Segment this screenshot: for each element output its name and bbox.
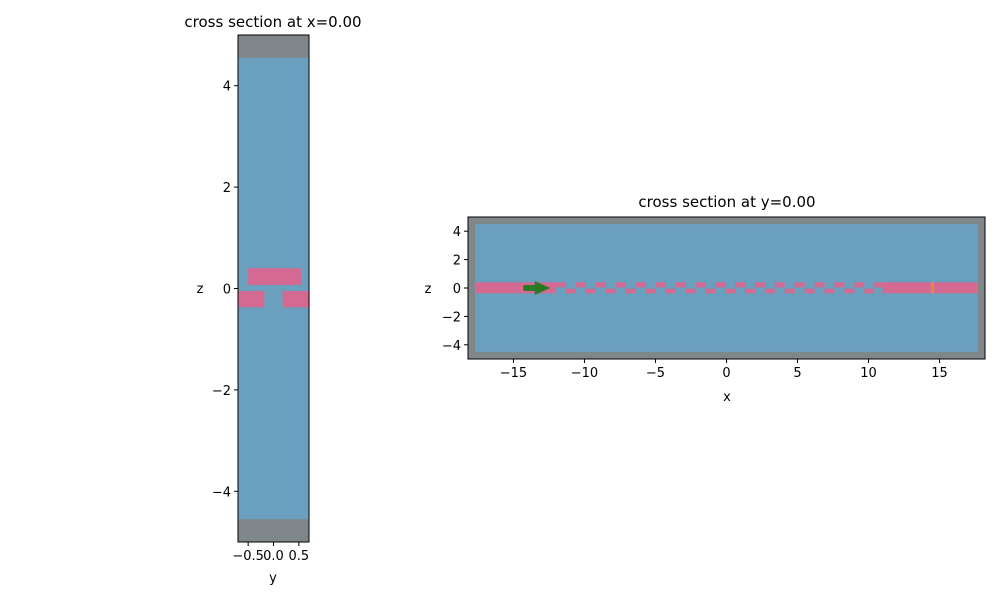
grating-tooth-lower: [824, 288, 835, 294]
right-ytick-label: −2: [442, 310, 461, 325]
right-panel-xlabel: x: [723, 390, 731, 405]
left-yticks: −4 −2 0 2 4: [212, 80, 238, 500]
grating-tooth-upper: [854, 282, 865, 288]
grating-tooth-upper: [794, 282, 805, 288]
right-panel-title: cross section at y=0.00: [638, 193, 815, 211]
grating-tooth-lower: [725, 288, 736, 294]
lower-waveguide-right: [282, 291, 309, 308]
grating-tooth-lower: [784, 288, 795, 294]
right-xtick-label: 0: [722, 366, 730, 381]
grating-tooth-lower: [665, 288, 676, 294]
grating-tooth-upper: [874, 282, 885, 288]
grating-tooth-lower: [764, 288, 775, 294]
right-ytick-label: 0: [453, 282, 461, 297]
right-xticks: −15 −10 −5 0 5 10 15: [500, 359, 948, 381]
pml-band: [238, 35, 309, 58]
right-xtick-label: 5: [793, 366, 801, 381]
left-panel-title: cross section at x=0.00: [184, 13, 361, 31]
grating-tooth-upper: [655, 282, 666, 288]
grating-tooth-lower: [804, 288, 815, 294]
lower-waveguide-left: [238, 291, 265, 308]
grating-tooth-lower: [625, 288, 636, 294]
left-xtick-label: 0.5: [289, 549, 310, 564]
grating-tooth-upper: [735, 282, 745, 288]
grating-tooth-upper: [754, 282, 765, 288]
cross-section-y-panel: cross section at y=0.00 x z −15 −10 −5 0 5 10…: [425, 193, 986, 405]
grating-tooth-lower: [685, 288, 696, 294]
grating-tooth-lower: [705, 288, 716, 294]
grating-tooth-lower: [844, 288, 855, 294]
grating-tooth-upper: [615, 282, 626, 288]
left-xticks: −0.5 0.0 0.5: [232, 542, 309, 564]
output-waveguide: [882, 282, 978, 294]
grating-tooth-lower: [882, 288, 885, 294]
right-panel-ylabel: z: [425, 282, 432, 297]
left-panel-ylabel: z: [197, 282, 204, 297]
left-ytick-label: −4: [212, 485, 231, 500]
right-xtick-label: −15: [500, 366, 527, 381]
grating-tooth-lower: [744, 288, 755, 294]
grating-tooth-upper: [575, 282, 586, 288]
left-xtick-label: −0.5: [232, 549, 264, 564]
left-xtick-label: 0.0: [263, 549, 284, 564]
right-xtick-label: 10: [860, 366, 877, 381]
left-ytick-label: 2: [223, 181, 231, 196]
cross-section-x-panel: cross section at x=0.00 y z −0.5 0.0 0.5 −…: [184, 13, 361, 586]
right-ytick-label: 4: [453, 225, 461, 240]
source-arrow-head: [534, 281, 551, 295]
right-xtick-label: 15: [931, 366, 948, 381]
right-xtick-label: −10: [571, 366, 598, 381]
left-ytick-label: −2: [212, 384, 231, 399]
left-panel-xlabel: y: [269, 571, 277, 586]
grating-tooth-upper: [695, 282, 706, 288]
left-ytick-label: 4: [223, 80, 231, 95]
left-ytick-label: 0: [223, 283, 231, 298]
grating-tooth-lower: [585, 288, 596, 294]
left-plot-area: [237, 34, 310, 543]
grating-tooth-lower: [864, 288, 875, 294]
right-yticks: −4 −2 0 2 4: [442, 225, 468, 354]
grating-tooth-lower: [566, 288, 576, 294]
grating-tooth-lower: [645, 288, 656, 294]
simulation-region: [238, 35, 309, 542]
grating-tooth-upper: [715, 282, 726, 288]
grating-tooth-upper: [675, 282, 686, 288]
flux-monitor: [930, 282, 934, 294]
right-plot-area: [467, 216, 986, 360]
grating-tooth-upper: [595, 282, 606, 288]
pml-band: [238, 519, 309, 542]
right-ytick-label: −4: [442, 339, 461, 354]
grating-tooth-upper: [834, 282, 845, 288]
grating-tooth-upper: [774, 282, 785, 288]
upper-waveguide: [248, 268, 302, 285]
right-ytick-label: 2: [453, 254, 461, 269]
grating-tooth-lower: [605, 288, 616, 294]
grating-tooth-upper: [635, 282, 646, 288]
input-waveguide: [475, 282, 557, 294]
grating-tooth-upper: [556, 282, 567, 288]
source-arrow-shaft: [523, 285, 536, 291]
grating-tooth-upper: [814, 282, 825, 288]
right-xtick-label: −5: [646, 366, 665, 381]
